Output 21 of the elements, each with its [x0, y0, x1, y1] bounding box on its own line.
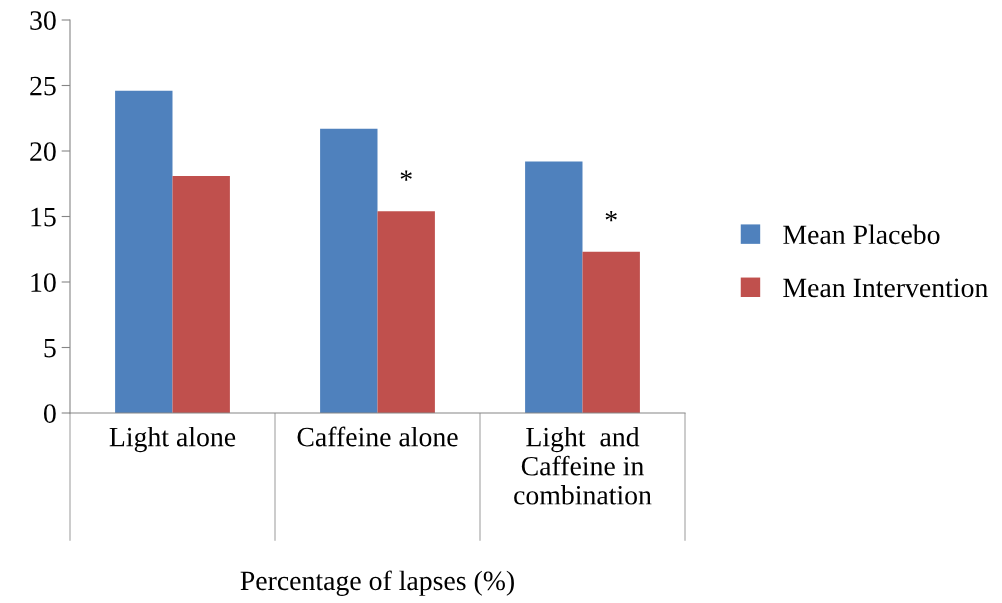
bar	[172, 175, 230, 413]
bar	[525, 161, 583, 413]
y-tick-label: 25	[30, 76, 56, 96]
y-tick-label: 30	[30, 11, 56, 30]
bar	[582, 251, 640, 413]
x-tick-label: Caffeine alone	[297, 426, 458, 447]
y-tick-label: 20	[30, 142, 56, 161]
annotation: *	[605, 211, 617, 222]
bar	[377, 211, 435, 413]
x-tick-label: Light and Caffeine in combination	[514, 426, 652, 505]
annotation: *	[400, 170, 412, 181]
legend-label: Mean Placebo	[783, 224, 940, 245]
y-tick-label: 5	[44, 338, 56, 358]
y-tick-label: 10	[31, 273, 56, 292]
bar	[320, 128, 378, 413]
x-tick-label: Light alone	[109, 426, 236, 453]
y-tick-label: 0	[43, 404, 56, 423]
legend-label: Mean Intervention	[783, 278, 988, 298]
x-axis-title: Percentage of lapses (%)	[240, 570, 514, 596]
y-tick-label: 15	[31, 207, 56, 227]
bar	[115, 90, 173, 413]
